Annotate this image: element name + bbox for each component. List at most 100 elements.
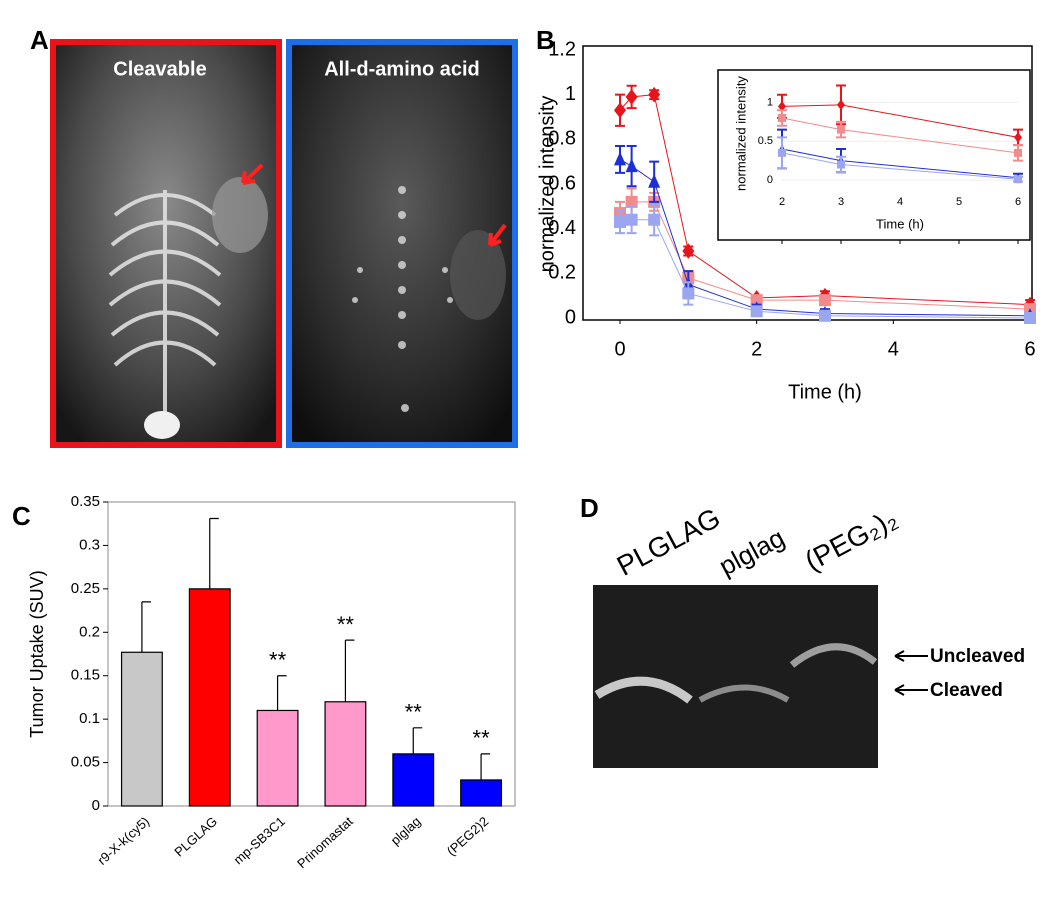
marker — [819, 309, 831, 322]
x-tick-label: 6 — [1024, 338, 1035, 360]
marker — [837, 99, 845, 111]
band — [789, 643, 878, 668]
significance-label: ** — [405, 700, 423, 725]
x-tick-label: plglag — [388, 814, 424, 848]
lane-label: PLGLAG — [612, 502, 725, 582]
x-tick-label: 2 — [751, 338, 762, 360]
marker — [625, 213, 638, 226]
image-frame — [50, 39, 282, 448]
skeleton — [108, 190, 222, 420]
x-tick-label: mp-SB3C1 — [231, 814, 288, 868]
bright-spot — [144, 411, 180, 439]
y-tick-label: 0.25 — [71, 580, 100, 597]
marker — [778, 148, 786, 157]
plot-frame — [717, 69, 1031, 241]
x-axis-label: Time (h) — [788, 381, 862, 403]
image-label: Cleavable — [113, 58, 206, 80]
y-tick-label: 1.2 — [548, 38, 576, 60]
significance-label: ** — [473, 726, 491, 751]
y-tick-label: 0.4 — [548, 217, 576, 239]
x-tick-label: r9-X-k(cy5) — [94, 814, 152, 868]
lane-label: plglag — [714, 522, 789, 581]
significance-label: ** — [269, 648, 287, 673]
x-tick-label: 5 — [956, 196, 962, 208]
gel — [593, 585, 878, 768]
x-tick-label: 0 — [614, 338, 625, 360]
y-tick-label: 1 — [565, 83, 576, 105]
x-tick-label: 2 — [779, 196, 785, 208]
marker — [778, 101, 786, 112]
bar — [188, 588, 231, 807]
marker — [648, 213, 661, 226]
y-tick-label: 0.05 — [71, 754, 100, 771]
y-tick-label: 0.5 — [758, 135, 773, 147]
error-bar — [344, 639, 355, 702]
x-tick-label: (PEG2)2 — [444, 814, 492, 859]
y-tick-label: 0.3 — [79, 536, 100, 553]
y-tick-label: 0.15 — [71, 667, 100, 684]
panel-label: B — [536, 25, 555, 55]
y-axis-label: normalized intensity — [536, 96, 558, 273]
y-tick-label: 0 — [767, 174, 773, 186]
error-bar — [480, 753, 491, 780]
marker — [1024, 312, 1036, 324]
y-axis-label: normalized intensity — [733, 76, 748, 191]
marker — [614, 215, 626, 228]
panel-d: PLGLAG plglag (PEG₂)₂ Uncleaved Cleaved — [593, 502, 1025, 768]
arrow-label: Uncleaved — [930, 646, 1025, 667]
x-tick-label: PLGLAG — [171, 814, 220, 860]
bar — [324, 701, 367, 807]
error-bar — [276, 675, 287, 711]
y-tick-label: 0.35 — [71, 493, 100, 510]
significance-label: ** — [337, 612, 355, 637]
band — [594, 676, 693, 704]
plot-frame — [107, 501, 516, 807]
marker — [682, 243, 695, 259]
marker — [625, 89, 638, 105]
y-tick-label: 0.2 — [548, 262, 576, 284]
error-bar — [209, 517, 219, 589]
marker — [625, 158, 638, 173]
marker — [682, 287, 695, 300]
arrow — [894, 684, 928, 696]
y-tick-label: 0 — [92, 797, 100, 814]
marker — [837, 125, 845, 134]
x-tick-label: 6 — [1015, 196, 1021, 208]
tumor — [450, 230, 506, 320]
tumor — [212, 177, 268, 253]
panel-label: A — [30, 25, 49, 55]
image-frame — [286, 39, 518, 448]
marker — [648, 173, 661, 188]
y-tick-label: 0.8 — [548, 128, 576, 150]
marker — [819, 294, 831, 307]
panel-label: D — [580, 493, 599, 523]
bar — [120, 651, 163, 807]
lane-label: (PEG₂)₂ — [800, 503, 902, 577]
x-tick-label: Prinomastat — [294, 813, 356, 871]
panel-a — [53, 42, 515, 445]
marker — [778, 114, 786, 122]
marker — [1014, 132, 1022, 143]
x-tick-label: 3 — [838, 196, 844, 208]
arrow-label: Cleaved — [930, 680, 1003, 701]
plot-frame — [582, 45, 1033, 321]
y-tick-label: 1 — [767, 96, 773, 108]
image-label: All-d-amino acid — [324, 58, 480, 80]
arrow — [241, 163, 264, 185]
arrow — [894, 650, 928, 662]
error-bar — [141, 601, 151, 653]
marker — [750, 305, 763, 318]
y-tick-label: 0.1 — [79, 710, 100, 727]
marker — [614, 151, 626, 166]
marker — [625, 195, 638, 208]
band — [698, 684, 790, 703]
bar — [256, 709, 299, 807]
marker — [648, 86, 661, 103]
arrow — [488, 223, 507, 247]
marker — [1014, 148, 1022, 157]
marker — [837, 160, 845, 169]
x-tick-label: 4 — [897, 196, 903, 208]
marker — [614, 102, 626, 119]
bar — [460, 779, 503, 807]
